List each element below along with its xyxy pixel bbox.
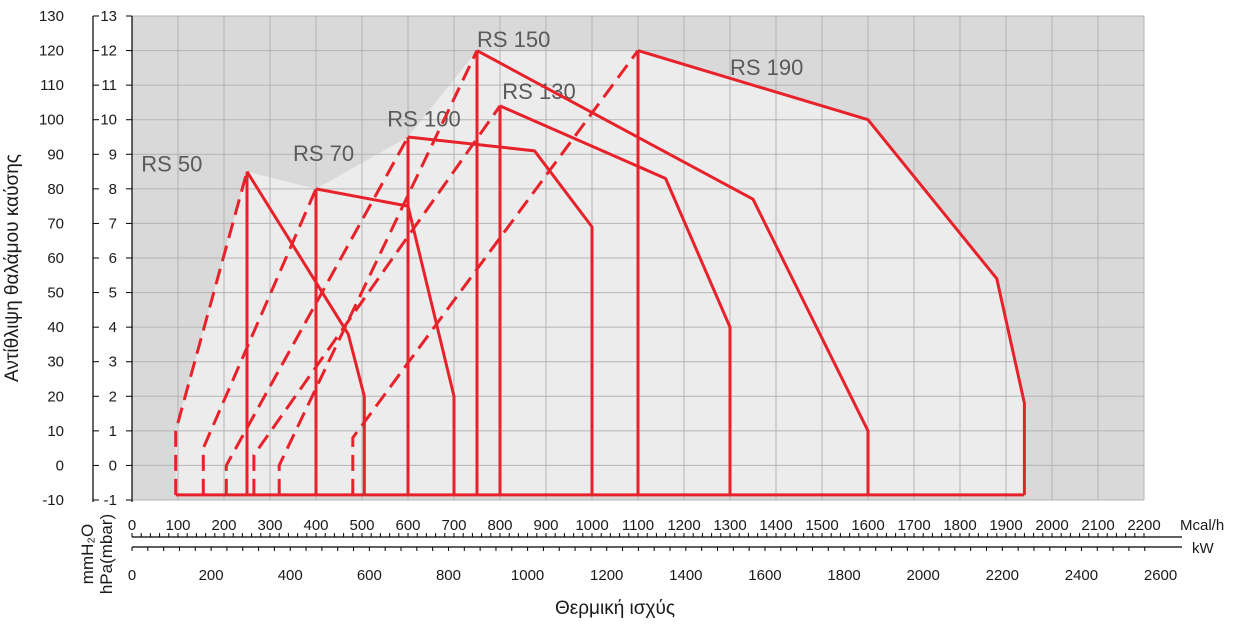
x-tick-label-mcal: 1600 [851,517,884,534]
y-tick-label-mmh2o: 60 [47,250,64,267]
mmh2o-unit-label: mmH₂O [78,524,97,584]
series-rs-190-max-line [637,49,1026,495]
series-rs-100-max-line [407,135,594,495]
series-label-rs-190: RS 190 [730,55,803,80]
series-rs-70-max-line [315,187,456,495]
series-rs-150-max-line [476,49,870,495]
y-tick-label-hpa: 8 [109,181,117,198]
x-tick-label-mcal: 1400 [759,517,792,534]
y-tick-label-hpa: 4 [109,319,117,336]
hpa-unit-label: hPa(mbar) [97,514,116,594]
y-tick-label-hpa: 6 [109,250,117,267]
series-label-rs-50: RS 50 [141,152,202,177]
series-rs-50-min-line [174,171,249,495]
y-tick-label-mmh2o: 40 [47,319,64,336]
y-tick-label-mmh2o: 90 [47,146,64,163]
x-tick-label-mcal: 200 [211,517,236,534]
y-tick-label-hpa: 10 [100,112,117,129]
y-tick-label-mmh2o: 120 [39,43,64,60]
x-tick-label-kw: 1800 [827,567,860,584]
series-rs-50-max-line [245,170,366,495]
y-tick-label-hpa: 0 [109,457,117,474]
mcal-unit-label: Mcal/h [1180,517,1224,534]
x-axis-title: Θερμική ισχύς [555,598,675,619]
series-rs-190-min-line [351,49,640,495]
y-tick-label-mmh2o: 20 [47,388,64,405]
x-tick-label-kw: 1000 [511,567,544,584]
x-tick-label-mcal: 300 [257,517,282,534]
x-tick-label-kw: 200 [199,567,224,584]
series-label-rs-70: RS 70 [293,141,354,166]
y-tick-label-hpa: 13 [100,8,117,25]
x-tick-label-mcal: 1100 [622,517,654,534]
y-tick-label-hpa: 12 [100,43,117,60]
y-tick-label-mmh2o: -10 [42,492,64,509]
x-tick-label-kw: 1200 [590,567,623,584]
x-tick-label-kw: 1600 [748,567,781,584]
y-tick-label-hpa: -1 [104,492,117,509]
x-tick-label-mcal: 700 [441,517,466,534]
y-tick-label-mmh2o: 50 [47,285,64,302]
series-rs-70-min-line [201,188,318,495]
x-tick-label-mcal: 1900 [989,517,1022,534]
x-tick-label-mcal: 900 [533,517,558,534]
x-tick-label-kw: 2000 [907,567,940,584]
x-tick-label-mcal: 1300 [713,517,746,534]
series-rs-130-min-line [252,105,502,495]
x-tick-label-kw: 0 [128,567,136,584]
y-tick-label-mmh2o: 100 [39,112,64,129]
y-tick-label-mmh2o: 30 [47,354,64,371]
y-tick-label-mmh2o: 0 [56,457,64,474]
x-tick-label-mcal: 2100 [1081,517,1114,534]
y-tick-label-mmh2o: 10 [47,423,64,440]
y-tick-label-hpa: 3 [109,354,117,371]
y-axis-title: Αντίθλιψη θαλάμου καύσης [2,154,23,382]
y-tick-label-mmh2o: 130 [39,8,64,25]
y-tick-label-mmh2o: 80 [47,181,64,198]
y-tick-label-mmh2o: 110 [40,77,64,94]
y-tick-label-hpa: 5 [109,285,117,302]
x-tick-label-mcal: 400 [303,517,328,534]
series-rs-130-max-line [499,104,732,495]
y-tick-label-hpa: 11 [101,77,117,94]
x-tick-label-kw: 800 [436,567,461,584]
y-tick-label-mmh2o: 70 [47,215,64,232]
x-tick-label-mcal: 0 [128,517,136,534]
x-tick-label-kw: 1400 [669,567,702,584]
x-tick-label-mcal: 600 [395,517,420,534]
series-rs-150-min-line [277,49,479,495]
y-tick-label-hpa: 7 [109,215,117,232]
x-tick-label-mcal: 1800 [943,517,976,534]
x-tick-label-mcal: 800 [487,517,512,534]
working-field-area [175,50,1025,495]
x-tick-label-mcal: 100 [165,517,190,534]
x-tick-label-kw: 2600 [1144,567,1177,584]
x-tick-label-mcal: 1000 [575,517,608,534]
x-tick-label-kw: 600 [357,567,382,584]
x-tick-label-mcal: 500 [349,517,374,534]
series-rs-100-min-line [224,136,410,495]
x-tick-label-mcal: 1500 [805,517,838,534]
x-tick-label-kw: 400 [278,567,303,584]
y-tick-label-hpa: 2 [109,388,117,405]
x-tick-label-mcal: 2200 [1127,517,1160,534]
y-tick-label-hpa: 9 [109,146,117,163]
x-tick-label-mcal: 1200 [667,517,700,534]
x-tick-label-kw: 2400 [1065,567,1098,584]
series-label-rs-150: RS 150 [477,27,550,52]
x-tick-label-mcal: 2000 [1035,517,1068,534]
x-tick-label-mcal: 1700 [897,517,930,534]
y-tick-label-hpa: 1 [109,423,117,440]
kw-unit-label: kW [1192,540,1215,557]
x-tick-label-kw: 2200 [986,567,1019,584]
axes-layer: -100102030405060708090100110120130-10123… [39,8,1182,584]
